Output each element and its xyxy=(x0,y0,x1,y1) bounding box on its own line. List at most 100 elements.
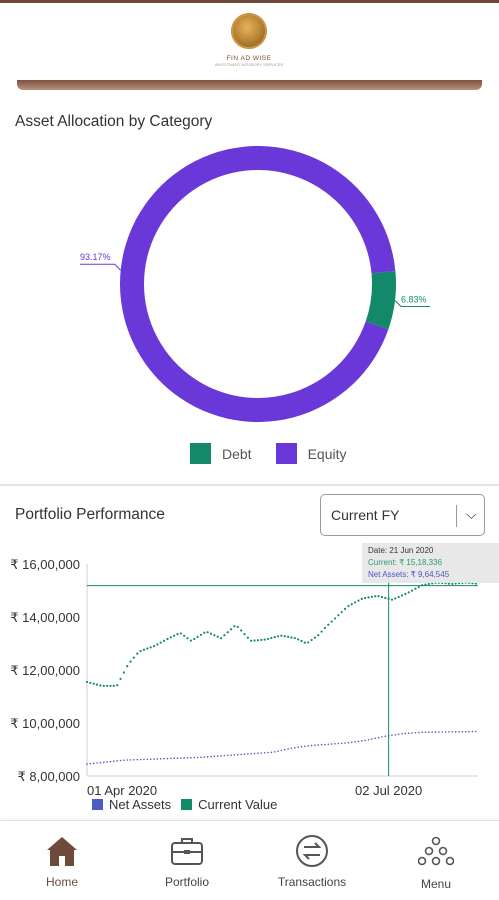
series-point xyxy=(113,760,115,763)
series-point xyxy=(180,757,182,759)
series-point xyxy=(109,760,112,763)
series-point xyxy=(119,759,122,762)
series-point xyxy=(474,582,477,585)
series-point xyxy=(102,761,105,764)
performance-line-chart[interactable]: ₹ 8,00,000 ₹ 10,00,000 ₹ 12,00,000 ₹ 14,00,… xyxy=(0,540,499,800)
value-label-equity: 93.17% xyxy=(80,252,111,262)
series-point xyxy=(243,753,246,755)
nav-portfolio-label: Portfolio xyxy=(164,875,210,889)
series-point xyxy=(149,758,152,760)
series-point xyxy=(116,760,118,762)
nav-portfolio[interactable]: Portfolio xyxy=(147,821,227,900)
series-point xyxy=(390,598,394,601)
series-point xyxy=(428,731,430,733)
series-point xyxy=(427,582,430,586)
series-point xyxy=(266,637,270,641)
series-point xyxy=(96,762,98,764)
series-point xyxy=(240,753,242,756)
series-point xyxy=(344,742,346,744)
series-point xyxy=(226,631,229,634)
series-point xyxy=(414,731,417,734)
series-point xyxy=(153,758,155,760)
series-point xyxy=(253,639,256,642)
series-point xyxy=(256,639,260,642)
series-point xyxy=(397,595,400,599)
tooltip-net-assets: Net Assets: ₹ 9,64,545 xyxy=(368,570,450,579)
nav-transactions[interactable]: Transactions xyxy=(262,821,362,900)
series-point xyxy=(350,741,353,744)
series-point xyxy=(163,757,165,760)
home-icon xyxy=(47,837,77,866)
series-point xyxy=(92,762,95,765)
series-point xyxy=(206,631,209,634)
legend-swatch-current-value xyxy=(181,799,193,810)
series-point xyxy=(136,652,139,655)
series-point xyxy=(471,730,474,733)
series-point xyxy=(461,730,464,733)
nav-home[interactable]: Home xyxy=(22,821,102,900)
series-point xyxy=(391,734,393,737)
series-point xyxy=(260,638,263,642)
y-tick-label: ₹ 12,00,000 xyxy=(10,663,80,678)
brand-logo[interactable]: FIN AD WISE INVESTMENT ADVISORY SERVICES xyxy=(215,13,283,73)
series-point xyxy=(444,731,447,733)
series-point xyxy=(297,746,299,749)
series-point xyxy=(283,748,286,751)
series-point xyxy=(116,684,119,687)
series-point xyxy=(394,597,397,600)
series-point xyxy=(237,753,239,756)
tooltip-date: Date: 21 Jun 2020 xyxy=(368,546,434,555)
series-point xyxy=(213,755,216,758)
series-point xyxy=(122,671,125,674)
series-point xyxy=(401,733,403,735)
series-point xyxy=(129,759,132,761)
series-point xyxy=(196,635,199,639)
series-point xyxy=(407,732,410,735)
series-point xyxy=(159,641,162,644)
series-point xyxy=(287,748,289,750)
donut-slice-debt[interactable] xyxy=(365,270,397,330)
series-point xyxy=(86,763,88,765)
series-point xyxy=(169,636,172,639)
series-point xyxy=(230,754,232,756)
allocation-donut-chart: 93.17% 6.83% xyxy=(80,146,430,423)
series-point xyxy=(347,741,350,744)
series-point xyxy=(213,634,216,637)
series-point xyxy=(267,751,269,754)
series-point xyxy=(347,604,350,608)
donut-slice-equity[interactable] xyxy=(120,146,396,423)
series-point xyxy=(333,617,337,620)
series-point xyxy=(106,761,108,763)
series-point xyxy=(448,731,450,733)
legend-item-debt[interactable]: Debt xyxy=(190,443,252,464)
series-point xyxy=(300,745,303,748)
series-point xyxy=(270,636,273,640)
series-point xyxy=(203,631,206,634)
legend-item-equity[interactable]: Equity xyxy=(275,443,347,464)
x-tick-label: 01 Apr 2020 xyxy=(87,783,157,798)
brand-tagline: INVESTMENT ADVISORY SERVICES xyxy=(214,62,284,67)
series-point xyxy=(260,752,263,754)
allocation-legend: Debt Equity xyxy=(190,443,361,464)
header-band xyxy=(17,80,482,90)
series-point xyxy=(216,635,219,638)
y-tick-label: ₹ 16,00,000 xyxy=(10,557,80,572)
series-point xyxy=(85,680,89,684)
series-point xyxy=(307,641,310,644)
series-point xyxy=(223,634,226,637)
legend-item-current-value[interactable]: Current Value xyxy=(181,797,277,812)
nav-menu[interactable]: Menu xyxy=(396,821,476,900)
series-point xyxy=(143,758,145,761)
series-point xyxy=(424,731,427,734)
series-point xyxy=(183,634,186,637)
period-dropdown[interactable]: Current FY ⌵ xyxy=(320,494,485,536)
legend-item-net-assets[interactable]: Net Assets xyxy=(92,797,171,812)
series-point xyxy=(310,744,313,747)
series-point xyxy=(350,603,353,606)
series-point xyxy=(89,762,92,765)
series-point xyxy=(250,752,253,755)
series-point xyxy=(354,601,357,604)
series-point xyxy=(441,731,444,733)
section-divider xyxy=(0,484,499,486)
series-point xyxy=(474,730,477,733)
